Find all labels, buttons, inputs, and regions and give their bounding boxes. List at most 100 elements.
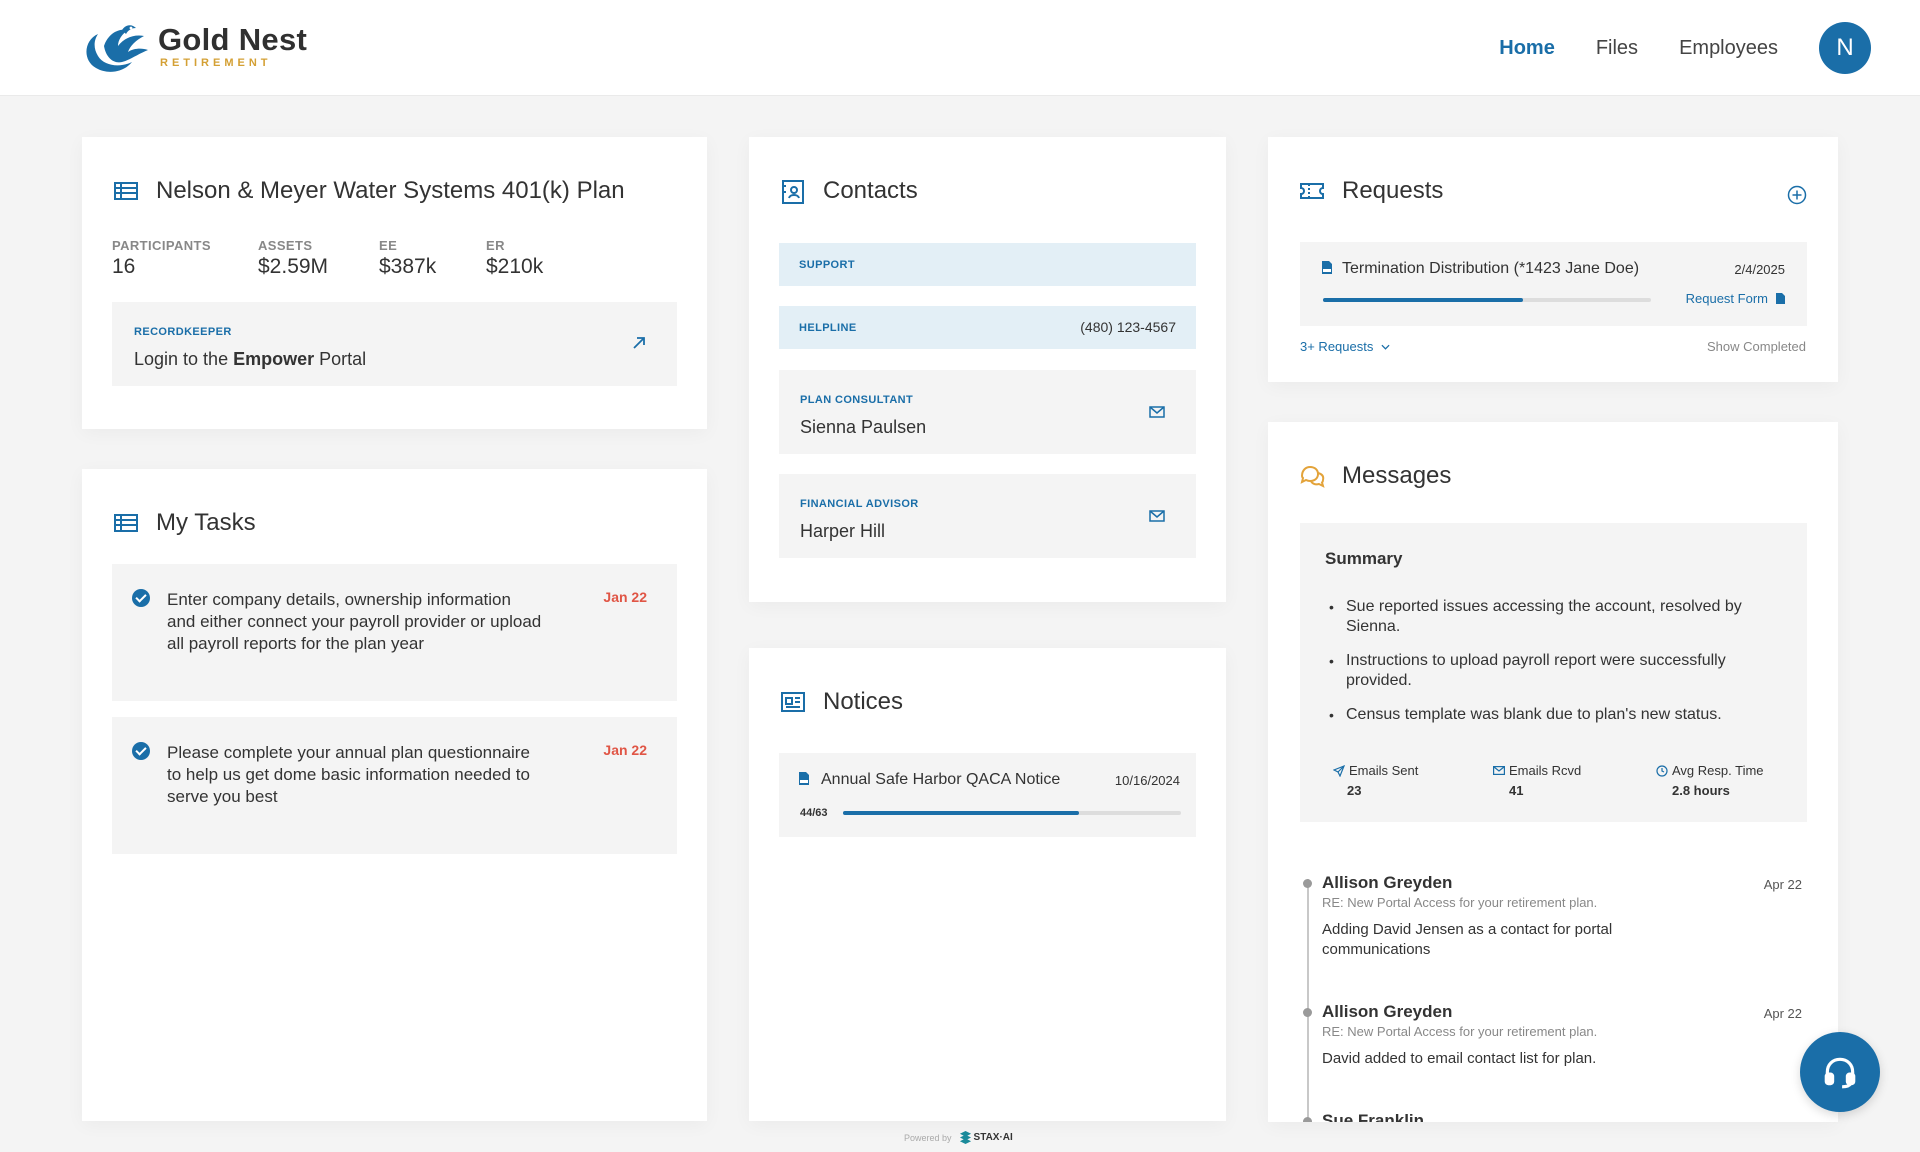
financial-advisor-row[interactable]: FINANCIAL ADVISOR Harper Hill	[779, 474, 1196, 558]
mail-icon[interactable]	[1149, 510, 1165, 522]
stat-ee: EE $387k	[379, 238, 437, 278]
plan-consultant-row[interactable]: PLAN CONSULTANT Sienna Paulsen	[779, 370, 1196, 454]
send-icon	[1333, 764, 1345, 777]
avatar[interactable]: N	[1819, 22, 1871, 74]
plan-title: Nelson & Meyer Water Systems 401(k) Plan	[156, 177, 625, 204]
message-body: Adding David Jensen as a contact for por…	[1322, 921, 1613, 958]
notices-card: Notices Annual Safe Harbor QACA Notice 1…	[749, 648, 1226, 1121]
check-circle-icon[interactable]	[132, 589, 150, 607]
messages-summary: Summary Sue reported issues accessing th…	[1300, 523, 1807, 822]
recordkeeper-login-text: Login to the Empower Portal	[134, 349, 367, 369]
mail-icon	[1493, 766, 1505, 775]
support-chat-button[interactable]	[1800, 1032, 1880, 1112]
request-title: Termination Distribution (*1423 Jane Doe…	[1342, 260, 1640, 277]
document-icon	[1776, 293, 1785, 304]
check-circle-icon[interactable]	[132, 742, 150, 760]
message-item[interactable]: Sue Franklin	[1303, 1111, 1802, 1122]
message-subject: RE: New Portal Access for your retiremen…	[1322, 1024, 1598, 1039]
powered-by-text: Powered by	[904, 1132, 952, 1143]
task-item[interactable]: Please complete your annual plan questio…	[112, 717, 677, 854]
brand-logo[interactable]: Gold Nest RETIREMENT	[78, 16, 307, 78]
table-icon	[114, 182, 138, 200]
requests-title: Requests	[1342, 177, 1444, 204]
stat-er: ER $210k	[486, 238, 544, 278]
pdf-file-icon	[1322, 261, 1332, 274]
nav-employees[interactable]: Employees	[1679, 36, 1778, 59]
mail-icon[interactable]	[1149, 406, 1165, 418]
contact-card-icon	[782, 180, 804, 204]
message-item[interactable]: Allison Greyden RE: New Portal Access fo…	[1303, 1002, 1802, 1069]
message-date: Apr 22	[1763, 877, 1802, 892]
message-subject: RE: New Portal Access for your retiremen…	[1322, 895, 1598, 910]
add-request-icon[interactable]	[1787, 185, 1807, 205]
contacts-card: Contacts SUPPORT HELPLINE (480) 123-4567…	[749, 137, 1226, 602]
recordkeeper-link[interactable]: RECORDKEEPER Login to the Empower Portal	[112, 302, 677, 386]
helpline-label: HELPLINE	[799, 322, 857, 334]
messages-card: Messages Summary Sue reported issues acc…	[1268, 422, 1838, 1122]
stat-emails-sent: Emails Sent 23	[1333, 763, 1418, 798]
notice-count: 44/63	[800, 807, 828, 819]
stat-assets: ASSETS $2.59M	[258, 238, 329, 278]
task-due-date: Jan 22	[603, 742, 647, 758]
powered-by-footer: Powered by STAX·AI	[904, 1131, 1013, 1144]
message-timeline-line	[1307, 879, 1309, 1122]
summary-bullet: Instructions to upload payroll report we…	[1325, 651, 1785, 691]
contacts-title: Contacts	[823, 177, 918, 204]
support-row[interactable]: SUPPORT	[779, 243, 1196, 286]
chat-bubbles-icon	[1300, 465, 1325, 488]
advisor-name: Harper Hill	[800, 521, 886, 541]
stat-avg-response: Avg Resp. Time 2.8 hours	[1656, 763, 1764, 798]
external-link-icon[interactable]	[631, 335, 647, 351]
main-nav: Home Files Employees N	[1499, 0, 1920, 96]
show-completed-link[interactable]: Show Completed	[1707, 339, 1806, 354]
timeline-dot	[1303, 1117, 1312, 1122]
task-text: Please complete your annual plan questio…	[167, 743, 530, 806]
helpline-row[interactable]: HELPLINE (480) 123-4567	[779, 306, 1196, 349]
more-requests-toggle[interactable]: 3+ Requests	[1300, 339, 1390, 354]
message-item[interactable]: Allison Greyden RE: New Portal Access fo…	[1303, 873, 1802, 960]
message-sender: Allison Greyden	[1322, 1002, 1453, 1021]
recordkeeper-label: RECORDKEEPER	[134, 326, 232, 338]
tasks-card: My Tasks Enter company details, ownershi…	[82, 469, 707, 1121]
notice-progress-bar	[843, 811, 1181, 815]
task-text: Enter company details, ownership informa…	[167, 590, 542, 653]
requests-card: Requests Termination Distribution (*1423…	[1268, 137, 1838, 382]
pdf-file-icon	[799, 772, 809, 785]
message-sender: Sue Franklin	[1322, 1111, 1425, 1122]
notice-date: 10/16/2024	[1114, 773, 1180, 788]
newspaper-icon	[781, 692, 805, 712]
request-date: 2/4/2025	[1734, 262, 1785, 277]
brand-name: Gold Nest	[158, 22, 308, 57]
tasks-title: My Tasks	[156, 509, 256, 536]
plan-card: Nelson & Meyer Water Systems 401(k) Plan…	[82, 137, 707, 429]
nav-home[interactable]: Home	[1499, 36, 1555, 59]
bird-logo-icon	[86, 25, 148, 72]
summary-title: Summary	[1325, 549, 1403, 568]
helpline-phone[interactable]: (480) 123-4567	[1080, 319, 1176, 335]
ticket-icon	[1300, 183, 1324, 199]
message-body: David added to email contact list for pl…	[1322, 1050, 1597, 1067]
timeline-dot	[1303, 1008, 1312, 1017]
task-due-date: Jan 22	[603, 589, 647, 605]
request-form-link[interactable]: Request Form	[1686, 291, 1785, 306]
notice-item[interactable]: Annual Safe Harbor QACA Notice 10/16/202…	[779, 753, 1196, 837]
summary-bullet: Census template was blank due to plan's …	[1325, 705, 1785, 725]
timeline-dot	[1303, 879, 1312, 888]
nav-files[interactable]: Files	[1595, 36, 1639, 59]
advisor-label: FINANCIAL ADVISOR	[800, 498, 919, 510]
stat-emails-received: Emails Rcvd 41	[1493, 763, 1581, 798]
request-progress-fill	[1323, 298, 1524, 302]
chevron-down-icon	[1381, 344, 1390, 350]
notices-title: Notices	[823, 688, 904, 715]
consultant-name: Sienna Paulsen	[800, 417, 927, 437]
message-date: Apr 22	[1763, 1006, 1802, 1021]
headset-icon	[1824, 1057, 1856, 1089]
messages-title: Messages	[1342, 462, 1452, 489]
request-item[interactable]: Termination Distribution (*1423 Jane Doe…	[1300, 242, 1807, 326]
clock-icon	[1656, 764, 1668, 777]
stat-participants: PARTICIPANTS 16	[112, 238, 211, 278]
summary-bullet: Sue reported issues accessing the accoun…	[1325, 597, 1785, 637]
task-item[interactable]: Enter company details, ownership informa…	[112, 564, 677, 701]
powered-by-brand: STAX·AI	[973, 1132, 1013, 1143]
brand-subtitle: RETIREMENT	[160, 57, 272, 69]
